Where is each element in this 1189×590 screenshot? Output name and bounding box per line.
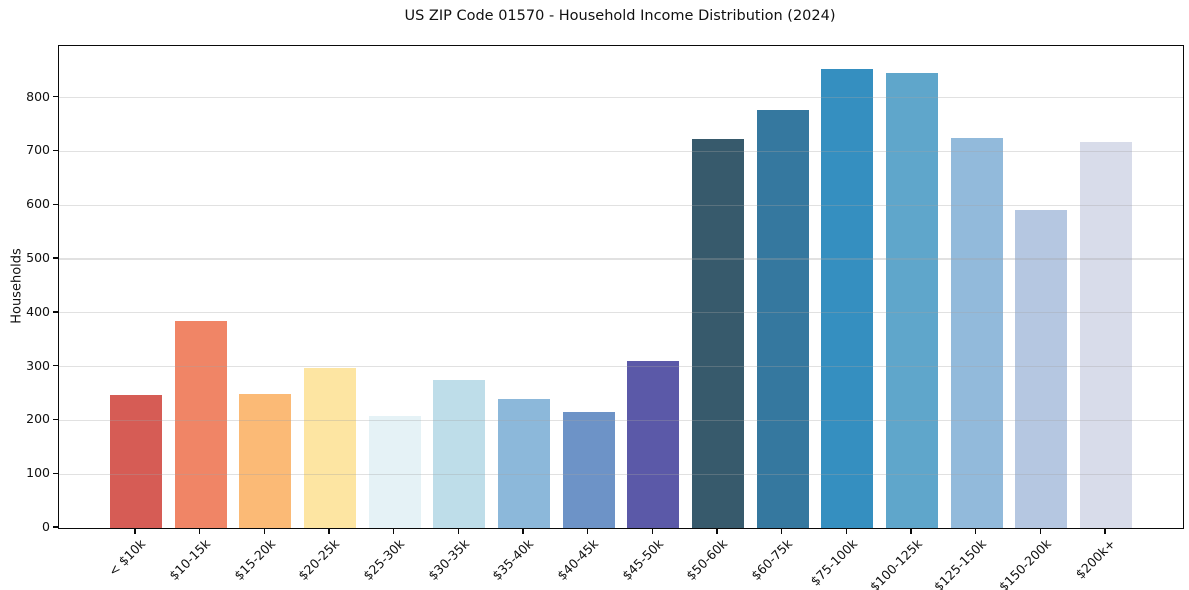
x-tick-mark-15 [1104, 528, 1106, 534]
bar-2 [239, 393, 292, 528]
y-tick-label-600: 600 [26, 196, 50, 212]
bar-11 [821, 69, 874, 528]
x-tick-mark-0 [134, 528, 136, 534]
y-tick-mark-800 [53, 95, 58, 98]
y-tick-mark-400 [53, 311, 58, 313]
y-tick-label-400: 400 [26, 303, 50, 319]
bar-3 [304, 367, 356, 528]
x-tick-mark-7 [586, 528, 589, 534]
y-tick-mark-200 [53, 418, 58, 421]
bar-1 [174, 320, 227, 528]
x-tick-mark-5 [457, 528, 460, 534]
bar-5 [433, 380, 486, 528]
y-tick-mark-600 [53, 203, 58, 205]
y-tick-label-800: 800 [26, 88, 50, 104]
y-tick-mark-300 [53, 364, 58, 367]
y-tick-label-700: 700 [26, 142, 50, 158]
bar-0 [110, 394, 162, 528]
y-tick-mark-500 [53, 257, 58, 259]
y-tick-label-0: 0 [42, 519, 50, 534]
bar-12 [886, 73, 938, 528]
x-tick-mark-8 [651, 528, 654, 534]
y-tick-mark-0 [53, 526, 58, 528]
chart-title: US ZIP Code 01570 - Household Income Dis… [404, 8, 836, 24]
x-tick-mark-13 [974, 528, 977, 534]
x-tick-mark-11 [845, 528, 848, 534]
bar-13 [950, 138, 1003, 528]
x-tick-mark-12 [910, 528, 912, 534]
y-tick-mark-700 [53, 149, 58, 152]
bar-10 [756, 110, 809, 528]
y-tick-label-500: 500 [26, 250, 50, 265]
bar-7 [562, 411, 615, 528]
x-tick-mark-2 [263, 528, 266, 534]
y-tick-label-100: 100 [26, 465, 50, 481]
plot-area [58, 45, 1184, 529]
y-tick-label-300: 300 [26, 357, 50, 373]
bar-9 [692, 139, 744, 528]
x-tick-mark-9 [716, 528, 718, 534]
bar-6 [498, 398, 550, 528]
bar-15 [1080, 142, 1132, 528]
bar-4 [368, 416, 421, 528]
x-tick-mark-4 [392, 528, 395, 534]
x-tick-mark-14 [1039, 528, 1042, 534]
bar-8 [627, 361, 680, 528]
bars-layer [59, 46, 1183, 528]
x-tick-mark-6 [522, 528, 524, 534]
y-tick-mark-100 [53, 472, 58, 474]
x-tick-mark-1 [198, 528, 201, 534]
x-tick-mark-10 [780, 528, 783, 534]
y-tick-label-200: 200 [26, 411, 50, 427]
bar-14 [1015, 209, 1068, 528]
x-tick-mark-3 [328, 528, 330, 534]
